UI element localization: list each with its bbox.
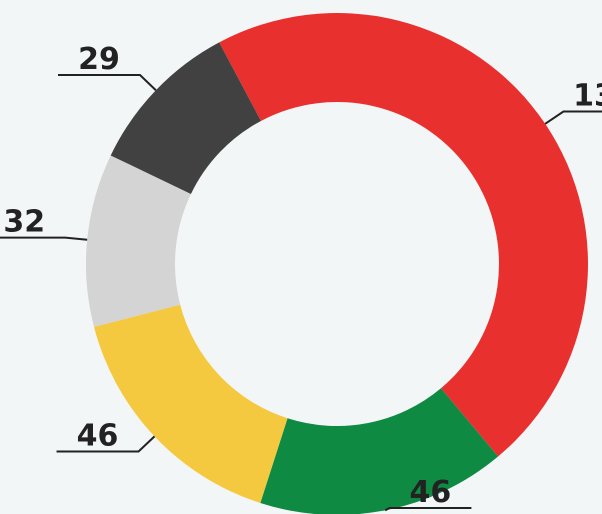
donut-segment <box>86 155 191 327</box>
data-label: 134 <box>573 79 602 114</box>
leader-line <box>0 236 88 241</box>
donut-segment <box>219 13 588 457</box>
leader-line <box>56 435 156 453</box>
data-label: 32 <box>3 205 45 240</box>
donut-segment <box>260 388 499 514</box>
leader-line <box>544 110 602 125</box>
leader-line <box>57 74 157 91</box>
data-label: 46 <box>77 418 119 453</box>
leader-line <box>384 507 472 512</box>
data-label: 29 <box>78 42 120 77</box>
data-label: 46 <box>410 475 452 510</box>
donut-segment <box>110 42 261 194</box>
donut-segment <box>94 304 288 504</box>
